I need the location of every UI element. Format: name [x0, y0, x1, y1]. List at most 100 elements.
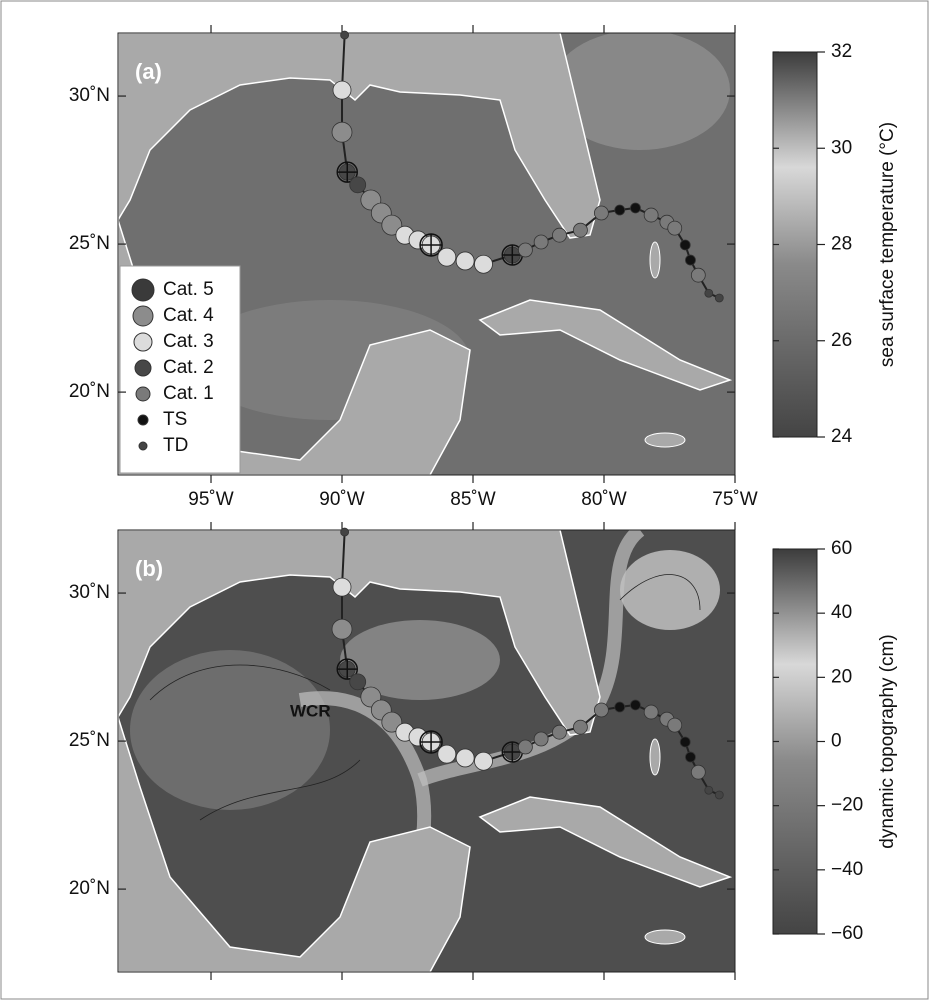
colorbar-tick-label: 30 [831, 137, 852, 158]
cross [502, 742, 523, 763]
colorbar-tick-label: 24 [831, 426, 853, 447]
y-tick-label: 20˚N [69, 878, 110, 899]
colorbar-label: sea surface temperature (°C) [877, 122, 898, 367]
colorbar-tick-label: 20 [831, 666, 852, 687]
y-tick-label: 30˚N [69, 85, 110, 106]
track-point [643, 704, 659, 720]
cross [420, 730, 443, 753]
colorbar-tick-label: 40 [831, 602, 852, 623]
colorbar-label: dynamic topography (cm) [877, 634, 898, 848]
legend-label: Cat. 4 [163, 305, 214, 326]
colorbar-tick-label: 26 [831, 330, 852, 351]
track-point [643, 207, 659, 223]
track-point [667, 717, 683, 733]
track-point [614, 701, 626, 713]
track-point [340, 30, 350, 40]
track-point [704, 288, 714, 298]
colorbar-tick-label: −40 [831, 859, 863, 880]
map-frame [117, 529, 736, 973]
track-point [690, 764, 706, 780]
track-point [349, 673, 367, 691]
colorbar-tick-label: 60 [831, 538, 852, 559]
x-tick-label: 75˚W [712, 489, 757, 510]
colorbar-tick-label: 32 [831, 41, 852, 62]
track-point [690, 267, 706, 283]
track-point [593, 702, 609, 718]
track-point [331, 618, 353, 640]
legend: Cat. 5 Cat. 4 Cat. 3 Cat. 2 Cat. 1 TS TD [131, 278, 214, 456]
track-point [685, 751, 696, 763]
panel-label: (b) [135, 556, 163, 581]
legend-marker [134, 359, 152, 377]
track-point [552, 724, 567, 740]
track-point [332, 577, 352, 597]
cross [420, 233, 443, 256]
track-point [455, 748, 475, 768]
track-point [474, 751, 493, 771]
y-tick-label: 25˚N [69, 233, 110, 254]
y-tick-label: 30˚N [69, 582, 110, 603]
y-tick-label: 25˚N [69, 730, 110, 751]
track-point [630, 202, 641, 214]
legend-label: Cat. 3 [163, 331, 214, 352]
track-point [630, 699, 641, 711]
track-point [474, 254, 493, 274]
track-point [714, 790, 724, 800]
x-tick-label: 85˚W [450, 489, 495, 510]
track-point [518, 242, 533, 258]
legend-label: Cat. 5 [163, 279, 214, 300]
track-point [349, 176, 367, 194]
track-point [332, 80, 352, 100]
track-point [381, 711, 403, 733]
track-point [685, 254, 696, 266]
x-tick-label: 80˚W [581, 489, 626, 510]
map-frame [117, 32, 736, 476]
legend-label: TD [163, 435, 188, 456]
annotation: WCR [290, 701, 331, 720]
map-b [118, 530, 735, 972]
legend-marker [138, 441, 148, 451]
track-point [573, 222, 588, 238]
cross [502, 245, 523, 266]
legend-marker [137, 414, 149, 426]
track-point [533, 731, 549, 747]
track-point [331, 121, 353, 143]
x-tick-label: 90˚W [319, 489, 364, 510]
legend-label: Cat. 1 [163, 383, 214, 404]
legend-marker [133, 332, 153, 352]
legend-marker [131, 278, 155, 302]
track-point [667, 220, 683, 236]
track-point [340, 527, 350, 537]
legend-marker [135, 386, 151, 402]
track-point [518, 739, 533, 755]
track-point [552, 227, 567, 243]
track-point [679, 736, 691, 748]
colorbar-tick-label: 28 [831, 234, 852, 255]
track-point [381, 214, 403, 236]
colorbar [772, 51, 818, 438]
track-point [455, 251, 475, 271]
plot-layer: (a) 30˚N 25˚N 20˚N 95˚W 90˚W 85˚W 80˚W 75˚W 32 30 2… [69, 25, 898, 980]
track-point [714, 293, 724, 303]
legend-label: Cat. 2 [163, 357, 214, 378]
cross [337, 659, 358, 680]
cross [337, 162, 358, 183]
track-point [533, 234, 549, 250]
panel-label: (a) [135, 59, 162, 84]
track-point [437, 744, 457, 764]
track-point [437, 247, 457, 267]
colorbar-tick-label: −60 [831, 923, 863, 944]
track-point [593, 205, 609, 221]
x-tick-label: 95˚W [188, 489, 233, 510]
colorbar-tick-label: 0 [831, 731, 842, 752]
track-point [614, 204, 626, 216]
y-tick-label: 20˚N [69, 381, 110, 402]
track-point [704, 785, 714, 795]
colorbar [772, 548, 818, 935]
legend-label: TS [163, 409, 187, 430]
track-point [573, 719, 588, 735]
track-point [679, 239, 691, 251]
legend-marker [132, 305, 154, 327]
